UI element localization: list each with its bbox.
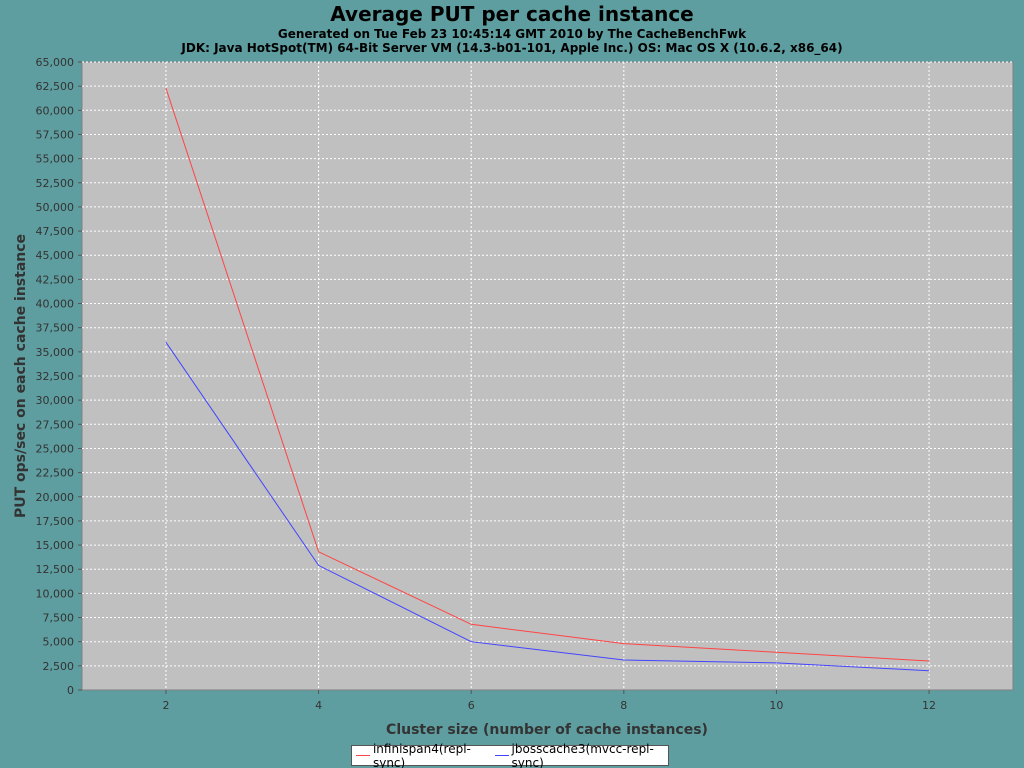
y-tick-label: 60,000 <box>36 104 75 117</box>
y-tick-label: 52,500 <box>36 177 75 190</box>
axis-layer: 0 2,500 5,000 7,500 10,000 12,500 15,000 17,500… <box>36 56 937 712</box>
legend-swatch-infinispan <box>356 755 370 756</box>
legend-label-jbosscache: jbosscache3(mvcc-repl-sync) <box>511 741 654 768</box>
legend-label-infinispan: infinispan4(repl-sync) <box>372 741 471 768</box>
legend-swatch-jbosscache <box>494 755 509 756</box>
y-tick-label: 37,500 <box>36 322 75 335</box>
x-tick-label: 6 <box>468 699 475 712</box>
chart-subtitle-generated: Generated on Tue Feb 23 10:45:14 GMT 201… <box>277 27 747 41</box>
y-tick-label: 0 <box>67 684 74 697</box>
x-axis-label: Cluster size (number of cache instances) <box>386 722 708 738</box>
y-tick-label: 45,000 <box>36 249 75 262</box>
y-tick-label: 2,500 <box>43 660 75 673</box>
y-tick-label: 20,000 <box>36 491 75 504</box>
series-line-0 <box>165 87 930 662</box>
y-tick-label: 65,000 <box>36 56 75 69</box>
y-tick-label: 32,500 <box>36 370 75 383</box>
y-tick-label: 57,500 <box>36 128 75 141</box>
x-tick-label: 2 <box>162 699 169 712</box>
series-line-1 <box>165 341 930 672</box>
x-tick-label: 12 <box>922 699 936 712</box>
y-tick-label: 5,000 <box>43 636 75 649</box>
series-layer <box>165 87 930 672</box>
y-tick-label: 30,000 <box>36 394 75 407</box>
legend: infinispan4(repl-sync) jbosscache3(mvcc-… <box>351 741 669 768</box>
y-axis-label: PUT ops/sec on each cache instance <box>13 234 29 518</box>
y-tick-label: 15,000 <box>36 539 75 552</box>
legend-item-infinispan: infinispan4(repl-sync) <box>356 742 487 768</box>
y-tick-label: 62,500 <box>36 80 75 93</box>
y-tick-label: 50,000 <box>36 201 75 214</box>
y-tick-label: 22,500 <box>36 467 75 480</box>
chart-subtitle-jdk: JDK: Java HotSpot(TM) 64-Bit Server VM (… <box>181 41 843 55</box>
y-tick-label: 47,500 <box>36 225 75 238</box>
legend-item-jbosscache: jbosscache3(mvcc-repl-sync) <box>494 741 664 768</box>
x-tick-label: 10 <box>769 699 783 712</box>
y-tick-label: 40,000 <box>36 298 75 311</box>
y-tick-label: 35,000 <box>36 346 75 359</box>
x-tick-label: 4 <box>315 699 322 712</box>
y-tick-label: 10,000 <box>36 587 75 600</box>
x-tick-label: 8 <box>620 699 627 712</box>
y-tick-label: 17,500 <box>36 515 75 528</box>
y-tick-label: 55,000 <box>36 153 75 166</box>
y-tick-label: 12,500 <box>36 563 75 576</box>
y-tick-label: 42,500 <box>36 273 75 286</box>
y-tick-label: 7,500 <box>43 612 75 625</box>
y-tick-label: 27,500 <box>36 418 75 431</box>
y-tick-label: 25,000 <box>36 442 75 455</box>
chart-title: Average PUT per cache instance <box>330 2 694 26</box>
grid-layer <box>82 61 1013 690</box>
